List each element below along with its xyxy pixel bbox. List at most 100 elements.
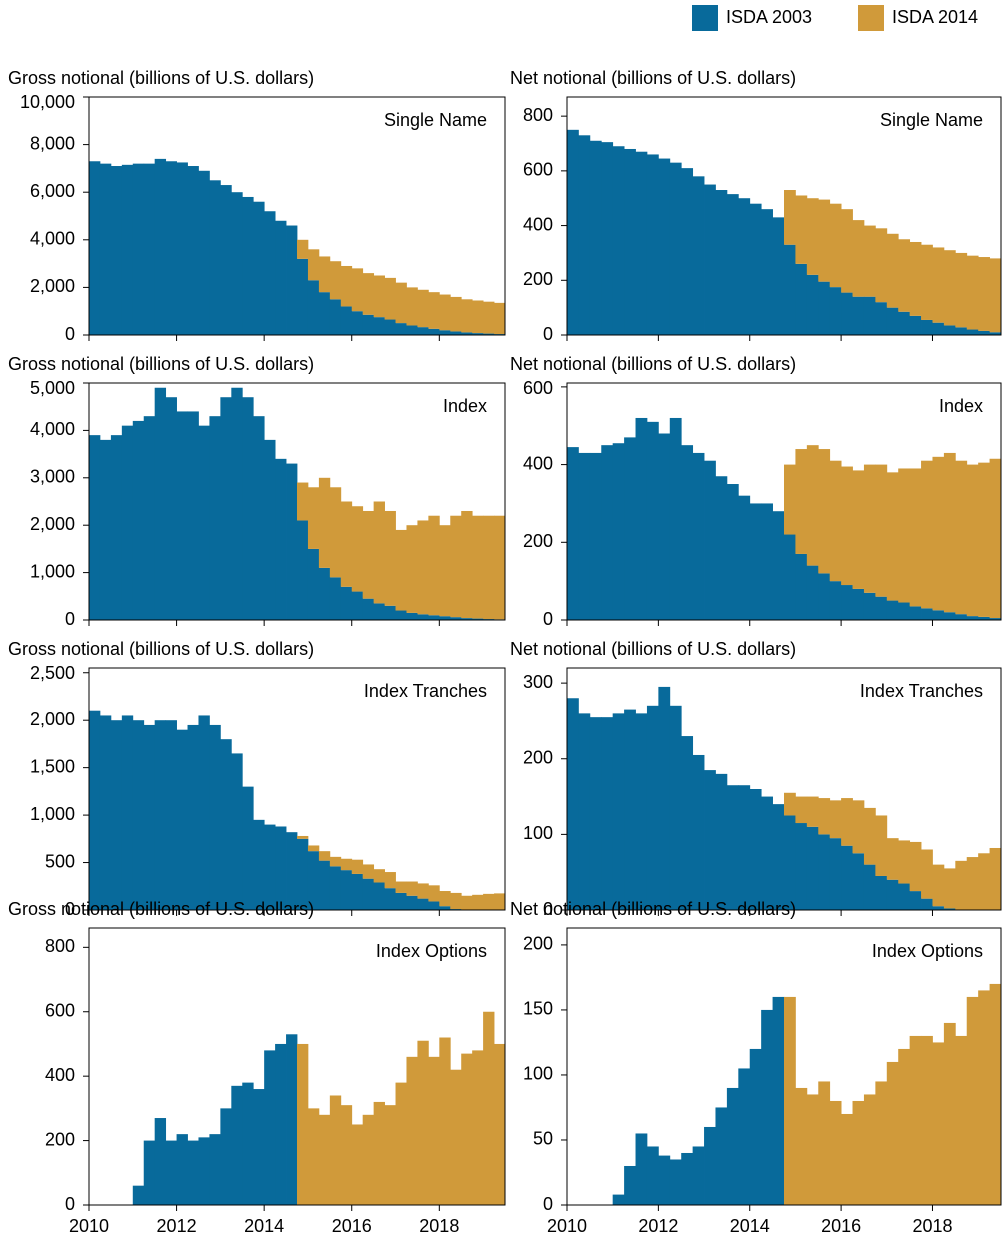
bar (806, 198, 819, 275)
bar (286, 832, 298, 910)
bar (726, 194, 739, 335)
bar (89, 710, 101, 910)
bar (715, 773, 728, 910)
y-tick-label: 600 (523, 378, 553, 398)
bar (99, 163, 112, 335)
bar (966, 329, 979, 335)
y-tick-label: 200 (45, 1129, 75, 1149)
bar (624, 148, 636, 335)
bar (318, 851, 331, 861)
y-tick-label: 6,000 (30, 181, 75, 201)
bar (784, 792, 796, 816)
bar (909, 891, 922, 910)
bar (943, 908, 956, 910)
x-tick-label: 2014 (730, 1216, 770, 1236)
bar (863, 807, 876, 865)
bar (863, 464, 876, 593)
bar (989, 258, 1002, 333)
bar (818, 834, 831, 910)
bar (875, 596, 888, 620)
y-tick-label: 5,000 (30, 378, 75, 398)
bar (461, 895, 473, 910)
bar (209, 1134, 221, 1205)
bar (461, 510, 473, 619)
bar (406, 881, 418, 896)
bar (340, 306, 353, 335)
bar (483, 333, 495, 335)
bar (795, 553, 808, 620)
y-axis-label: Net notional (billions of U.S. dollars) (510, 639, 796, 659)
y-tick-label: 0 (65, 609, 75, 629)
bar (761, 1009, 773, 1205)
bar (943, 612, 956, 620)
bar (483, 301, 495, 334)
bar (715, 1107, 728, 1205)
y-tick-label: 2,000 (30, 514, 75, 534)
bar (841, 845, 853, 910)
bar (110, 435, 123, 620)
bar (784, 534, 796, 620)
bar (373, 275, 385, 318)
bar (761, 796, 773, 910)
bar (428, 515, 440, 616)
bar (681, 168, 694, 335)
bar (428, 885, 440, 902)
bar (966, 255, 979, 330)
y-tick-label: 600 (45, 1000, 75, 1020)
bar (635, 713, 648, 910)
bar (395, 892, 407, 910)
y-tick-label: 0 (65, 1194, 75, 1214)
bar (978, 462, 990, 617)
bar (297, 1043, 309, 1205)
y-tick-label: 400 (45, 1065, 75, 1085)
bar (795, 1087, 808, 1205)
bar (351, 591, 364, 620)
bar (99, 439, 112, 620)
bar (784, 815, 796, 910)
y-tick-label: 1,000 (30, 561, 75, 581)
bar (242, 1082, 254, 1205)
plot-frame (88, 96, 506, 336)
y-tick-label: 200 (523, 531, 553, 551)
y-tick-label: 8,000 (30, 133, 75, 153)
bar (406, 612, 418, 620)
panel: 0 1,000 2,000 3,000 4,000 5,000 Gross notional… (8, 354, 506, 629)
bar (428, 1056, 440, 1205)
bar (187, 724, 199, 910)
y-axis-label: Gross notional (billions of U.S. dollars… (8, 68, 314, 88)
bar (806, 274, 819, 335)
bar (921, 1035, 933, 1205)
bar (909, 606, 922, 620)
bar (362, 314, 375, 335)
bar (253, 416, 265, 620)
bar (852, 220, 865, 297)
bar (318, 292, 331, 335)
bar (286, 225, 298, 335)
bar (351, 1124, 364, 1205)
bar (852, 1100, 865, 1205)
bar (439, 1037, 451, 1205)
bar (417, 1040, 429, 1205)
bar (578, 135, 591, 335)
bar (307, 280, 320, 335)
bar (307, 249, 320, 281)
bar (472, 333, 484, 335)
bar (351, 311, 364, 335)
bar (567, 447, 579, 620)
bar (943, 452, 956, 613)
panel: 0 200 400 600 Net notional (billions of U.S.… (510, 354, 1002, 629)
bar (955, 614, 968, 620)
bar (567, 129, 579, 335)
bar (624, 437, 636, 620)
bar (875, 464, 888, 597)
bar (772, 996, 785, 1205)
bar (932, 247, 945, 323)
bar (829, 581, 842, 620)
bar (806, 445, 819, 566)
bar (307, 1108, 320, 1205)
bar (932, 610, 945, 620)
y-axis-label: Gross notional (billions of U.S. dollars… (8, 899, 314, 919)
y-tick-label: 200 (523, 269, 553, 289)
bar (231, 1085, 243, 1205)
bar (989, 458, 1002, 619)
